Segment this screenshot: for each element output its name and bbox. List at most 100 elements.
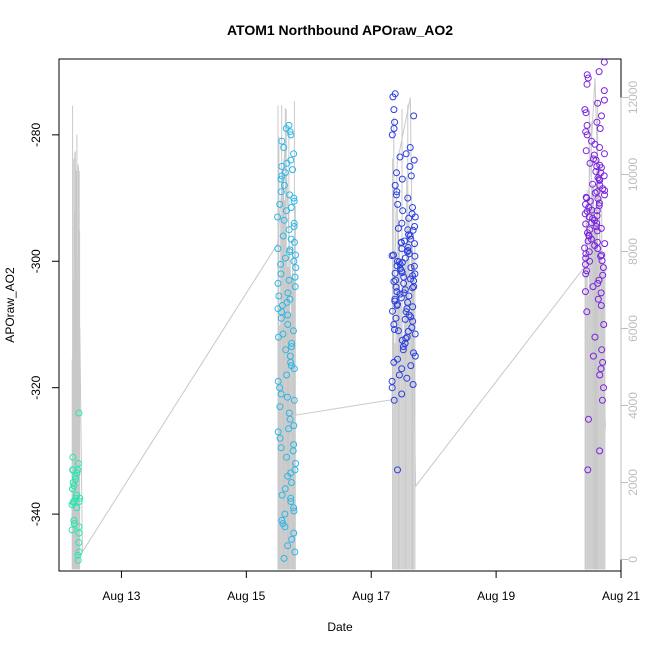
data-point <box>288 535 296 543</box>
data-point <box>282 346 290 354</box>
data-point <box>593 118 601 126</box>
data-point <box>407 235 415 243</box>
data-point <box>393 169 400 177</box>
data-point <box>285 409 293 417</box>
data-point <box>73 504 81 512</box>
data-point <box>411 240 418 248</box>
data-point <box>393 188 401 196</box>
data-point <box>406 232 414 240</box>
data-point <box>583 308 591 316</box>
data-point <box>393 288 401 296</box>
chart-title: ATOM1 Northbound APOraw_AO2 <box>227 22 453 38</box>
data-point <box>411 223 419 230</box>
data-point <box>278 491 286 499</box>
data-point <box>597 302 605 309</box>
data-point <box>275 292 283 300</box>
data-point <box>404 327 412 335</box>
data-point <box>601 187 609 194</box>
data-point <box>410 277 418 285</box>
data-point <box>407 172 415 180</box>
data-point <box>388 131 396 139</box>
data-point <box>388 252 396 260</box>
y-tick-label: -320 <box>29 375 43 399</box>
data-point <box>398 219 406 227</box>
data-point <box>402 334 410 342</box>
data-point <box>597 224 605 232</box>
data-point <box>409 272 417 280</box>
data-point <box>399 343 407 351</box>
data-point <box>284 289 292 297</box>
data-point <box>284 321 292 328</box>
data-point <box>394 224 402 232</box>
data-point <box>594 195 602 203</box>
data-point <box>584 466 592 474</box>
data-point <box>287 469 295 477</box>
data-point <box>582 193 590 201</box>
data-point <box>390 396 398 404</box>
data-point <box>589 180 597 188</box>
data-point <box>277 444 285 452</box>
data-point <box>402 150 410 158</box>
data-point <box>69 485 77 493</box>
data-point <box>68 526 76 534</box>
data-point <box>582 270 590 278</box>
data-point <box>290 504 298 512</box>
data-point <box>591 189 599 197</box>
data-point <box>277 260 285 268</box>
data-point <box>388 384 396 392</box>
data-point <box>591 140 599 148</box>
data-point <box>288 479 295 486</box>
data-point <box>596 371 604 379</box>
data-point <box>409 284 416 292</box>
data-point <box>287 494 295 502</box>
data-point <box>291 548 299 556</box>
data-point <box>405 311 413 319</box>
data-point <box>280 554 288 562</box>
data-point <box>285 226 293 234</box>
data-point <box>599 358 607 366</box>
data-point <box>597 289 605 297</box>
data-point <box>274 279 282 287</box>
data-point <box>285 425 292 433</box>
data-point <box>404 226 412 234</box>
data-point <box>389 307 396 315</box>
data-point <box>398 269 406 277</box>
data-point <box>284 542 292 550</box>
data-point <box>390 125 398 132</box>
data-point <box>279 520 287 528</box>
data-point <box>74 466 82 474</box>
data-point <box>287 235 295 243</box>
data-point <box>282 125 290 132</box>
data-point <box>405 214 413 222</box>
data-point <box>292 251 299 259</box>
data-point <box>595 68 603 76</box>
data-point <box>410 349 417 357</box>
data-point <box>600 87 608 95</box>
data-point <box>596 161 604 169</box>
data-point <box>594 279 602 287</box>
data-point <box>586 159 594 167</box>
data-point <box>72 494 80 502</box>
data-point <box>283 207 290 215</box>
y-axis-label: APOraw_AO2 <box>3 267 17 343</box>
data-point <box>596 447 604 455</box>
data-point <box>393 262 401 270</box>
data-point <box>286 191 294 199</box>
y-tick-label: -300 <box>29 249 43 273</box>
data-point <box>292 264 300 272</box>
data-point <box>283 393 291 401</box>
data-point <box>583 71 591 79</box>
x-tick-label: Aug 15 <box>227 589 265 603</box>
data-point <box>274 377 282 385</box>
y-axis: -340 -320 -300 -280 <box>29 123 60 526</box>
data-point <box>595 202 603 210</box>
data-point <box>586 197 594 205</box>
data-point <box>391 181 399 189</box>
data-point <box>75 529 83 537</box>
data-point <box>278 163 286 170</box>
data-point <box>407 264 415 272</box>
data-point <box>404 247 412 254</box>
data-point <box>284 311 292 319</box>
data-point <box>598 112 605 120</box>
